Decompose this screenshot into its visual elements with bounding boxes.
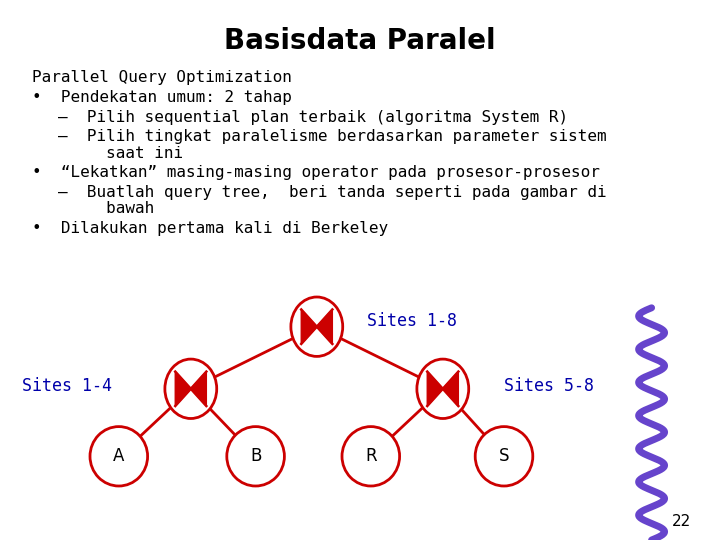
Text: A: A (113, 447, 125, 465)
Text: bawah: bawah (58, 201, 154, 217)
Ellipse shape (165, 359, 217, 418)
Polygon shape (443, 372, 459, 406)
Polygon shape (317, 309, 333, 344)
Ellipse shape (291, 297, 343, 356)
Ellipse shape (227, 427, 284, 486)
Text: •  Dilakukan pertama kali di Berkeley: • Dilakukan pertama kali di Berkeley (32, 221, 389, 236)
Text: Sites 1-4: Sites 1-4 (22, 377, 112, 395)
Ellipse shape (90, 427, 148, 486)
Text: Sites 5-8: Sites 5-8 (504, 377, 594, 395)
Ellipse shape (342, 427, 400, 486)
Ellipse shape (417, 359, 469, 418)
Text: –  Buatlah query tree,  beri tanda seperti pada gambar di: – Buatlah query tree, beri tanda seperti… (58, 185, 606, 200)
Polygon shape (301, 309, 317, 344)
Text: –  Pilih sequential plan terbaik (algoritma System R): – Pilih sequential plan terbaik (algorit… (58, 110, 568, 125)
Text: Parallel Query Optimization: Parallel Query Optimization (32, 70, 292, 85)
Ellipse shape (475, 427, 533, 486)
Text: S: S (499, 447, 509, 465)
Polygon shape (175, 372, 191, 406)
Text: saat ini: saat ini (58, 146, 183, 161)
Text: 22: 22 (672, 514, 691, 529)
Text: B: B (250, 447, 261, 465)
Text: R: R (365, 447, 377, 465)
Polygon shape (427, 372, 443, 406)
Text: •  Pendekatan umum: 2 tahap: • Pendekatan umum: 2 tahap (32, 90, 292, 105)
Text: –  Pilih tingkat paralelisme berdasarkan parameter sistem: – Pilih tingkat paralelisme berdasarkan … (58, 129, 606, 144)
Text: Sites 1-8: Sites 1-8 (367, 312, 457, 330)
Polygon shape (191, 372, 207, 406)
Text: Basisdata Paralel: Basisdata Paralel (224, 27, 496, 55)
Text: •  “Lekatkan” masing-masing operator pada prosesor-prosesor: • “Lekatkan” masing-masing operator pada… (32, 165, 600, 180)
